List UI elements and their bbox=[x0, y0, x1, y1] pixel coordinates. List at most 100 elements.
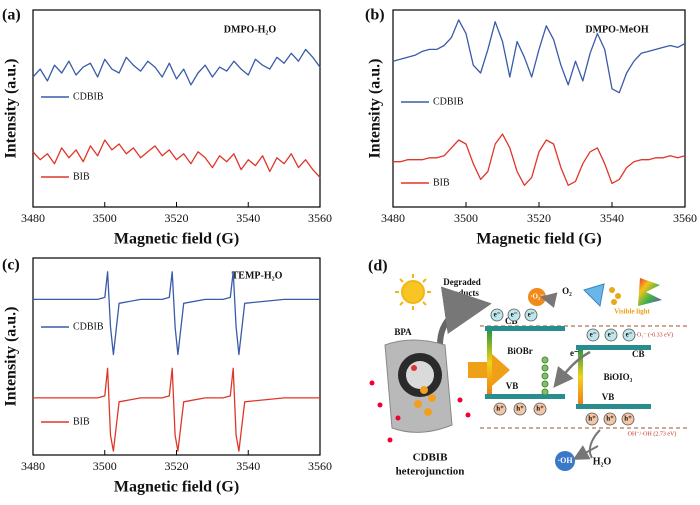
carrier bbox=[524, 308, 538, 322]
carrier bbox=[604, 328, 618, 342]
panel-label: (b) bbox=[365, 7, 385, 24]
x-tick-label: 3480 bbox=[21, 211, 45, 225]
vb-band bbox=[485, 394, 565, 399]
x-tick-label: 3520 bbox=[527, 211, 551, 225]
carrier bbox=[493, 402, 507, 416]
reaction-arrow bbox=[588, 429, 601, 459]
reaction-arrow bbox=[540, 292, 558, 308]
semiconductor-label: BiOIO₃ bbox=[604, 372, 633, 382]
potential-label: O₂/·O₂⁻ (-0.33 eV) bbox=[627, 331, 673, 338]
pore bbox=[406, 361, 434, 389]
legend-label: BIB bbox=[433, 177, 450, 188]
band-gap bbox=[578, 350, 583, 404]
x-tick-label: 3540 bbox=[600, 211, 624, 225]
sun-icon bbox=[395, 274, 431, 310]
y-axis-label: Intensity (a.u.) bbox=[3, 58, 20, 158]
carrier bbox=[585, 412, 599, 426]
charge-arrow bbox=[553, 350, 591, 388]
cb-band bbox=[485, 326, 565, 331]
carrier-label: e⁻ bbox=[608, 331, 615, 339]
x-tick-label: 3540 bbox=[236, 459, 260, 473]
carrier bbox=[603, 412, 617, 426]
carrier bbox=[507, 308, 521, 322]
x-tick-label: 3560 bbox=[673, 211, 697, 225]
hydroxyl-label: ·OH bbox=[557, 456, 573, 465]
molecules bbox=[411, 365, 436, 416]
water-label: H₂O bbox=[593, 456, 612, 467]
annotation: DMPO-MeOH bbox=[585, 24, 649, 35]
carrier-label: h⁺ bbox=[624, 415, 632, 423]
x-tick-label: 3480 bbox=[381, 211, 405, 225]
degraded-label: products bbox=[445, 288, 479, 298]
superoxide-label: ·O₂⁻ bbox=[530, 293, 544, 301]
cb-band bbox=[576, 345, 651, 350]
spectrum-line bbox=[33, 367, 320, 452]
carrier-label: e⁻ bbox=[494, 311, 501, 319]
x-tick-label: 3540 bbox=[236, 211, 260, 225]
annotation: DMPO-H₂O bbox=[224, 24, 277, 35]
mechanism-diagram: (d) Degraded products BPA CDBIB heteroju… bbox=[368, 258, 690, 478]
reaction-arrow bbox=[572, 445, 599, 460]
x-tick-label: 3520 bbox=[165, 211, 189, 225]
panel-label: (a) bbox=[2, 7, 21, 24]
pollutant-label: BPA bbox=[394, 327, 412, 337]
legend-label: CDBIB bbox=[433, 96, 464, 107]
degradation-arrow bbox=[437, 286, 492, 346]
degraded-label: Degraded bbox=[443, 277, 481, 287]
spectrum-line bbox=[32, 48, 321, 86]
carrier bbox=[586, 328, 600, 342]
light-label: Visible light bbox=[614, 308, 650, 316]
spectrum-line bbox=[32, 139, 321, 178]
x-tick-label: 3520 bbox=[165, 459, 189, 473]
carrier-label: e⁻ bbox=[590, 331, 597, 339]
hydroxyl-icon bbox=[555, 451, 575, 471]
electron-chain bbox=[541, 356, 549, 396]
carrier bbox=[533, 402, 547, 416]
carrier bbox=[622, 328, 636, 342]
x-tick-label: 3560 bbox=[308, 459, 332, 473]
x-axis-label: Magnetic field (G) bbox=[114, 231, 239, 248]
band-gap bbox=[487, 331, 492, 394]
oxygen-label: O₂ bbox=[562, 286, 572, 296]
annotation: TEMP-H₂O bbox=[232, 270, 283, 281]
material-label: heterojunction bbox=[396, 466, 465, 478]
vb-band bbox=[576, 404, 651, 409]
carrier bbox=[621, 412, 635, 426]
x-tick-label: 3500 bbox=[454, 211, 478, 225]
carrier-label: h⁺ bbox=[496, 405, 504, 413]
panel-label: (d) bbox=[368, 258, 388, 275]
potential-label: OH⁻/·OH (2.73 eV) bbox=[628, 430, 677, 437]
carrier-label: e⁻ bbox=[626, 331, 633, 339]
cb-label: CB bbox=[505, 316, 518, 326]
cb-label: CB bbox=[632, 349, 645, 359]
catalyst-cone bbox=[583, 283, 605, 308]
x-tick-label: 3480 bbox=[21, 459, 45, 473]
y-axis-label: Intensity (a.u.) bbox=[367, 58, 384, 158]
panel-label: (c) bbox=[2, 257, 20, 274]
carrier-label: h⁺ bbox=[536, 405, 544, 413]
light-icon bbox=[638, 278, 662, 306]
spectrum-line bbox=[392, 19, 686, 94]
molecules bbox=[609, 287, 621, 305]
carrier bbox=[513, 402, 527, 416]
electron-label: e⁻ bbox=[570, 348, 579, 358]
legend-label: BIB bbox=[73, 416, 90, 427]
vb-label: VB bbox=[602, 392, 615, 402]
x-tick-label: 3500 bbox=[93, 459, 117, 473]
carrier-label: h⁺ bbox=[516, 405, 524, 413]
legend-label: BIB bbox=[73, 171, 90, 182]
carrier-label: h⁺ bbox=[588, 415, 596, 423]
carrier-label: e⁻ bbox=[511, 311, 518, 319]
material-label: CDBIB bbox=[413, 452, 449, 464]
carrier bbox=[490, 308, 504, 322]
y-axis-label: Intensity (a.u.) bbox=[3, 306, 20, 406]
spectrum-line bbox=[393, 133, 686, 186]
vb-label: VB bbox=[506, 381, 519, 391]
spectrum-line bbox=[33, 271, 320, 356]
carrier-label: e⁻ bbox=[528, 311, 535, 319]
legend-label: CDBIB bbox=[73, 91, 104, 102]
legend-label: CDBIB bbox=[73, 321, 104, 332]
x-tick-label: 3500 bbox=[93, 211, 117, 225]
semiconductor-label: BiOBr bbox=[507, 346, 533, 356]
